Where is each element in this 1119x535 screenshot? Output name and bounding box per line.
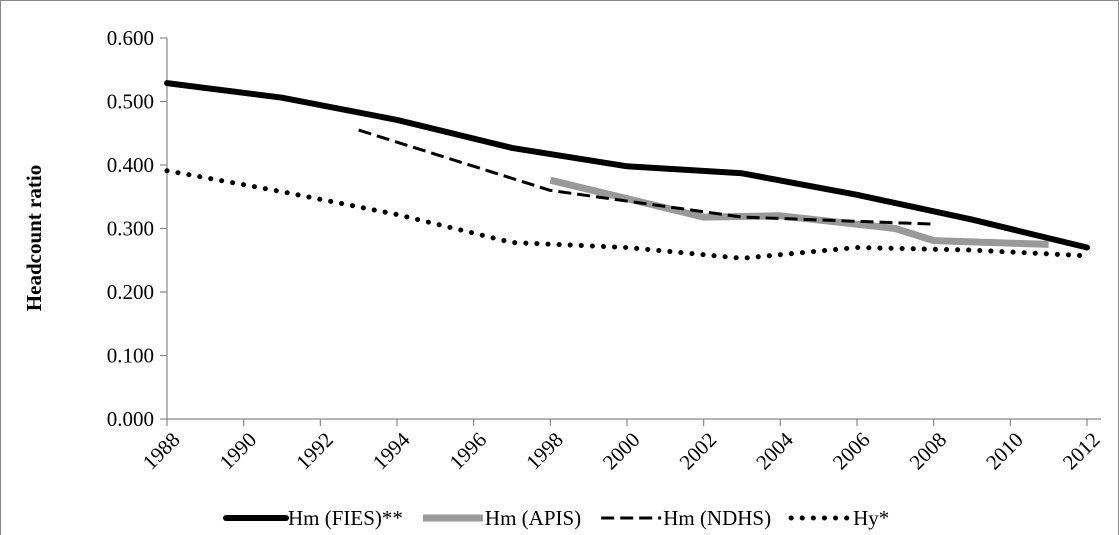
series-line-hm-apis	[549, 176, 1049, 248]
series-line-hm-fies	[164, 80, 1090, 251]
series-line-hm-ndhs	[358, 128, 934, 226]
x-tick-label: 2004	[751, 427, 798, 474]
legend-label: Hy*	[853, 506, 889, 530]
series-line-hy	[164, 168, 1090, 261]
x-tick-label: 1996	[445, 428, 492, 475]
plot-area	[164, 80, 1090, 261]
y-tick-label: 0.600	[107, 26, 154, 50]
y-tick-label: 0.100	[107, 344, 154, 368]
legend-label: Hm (APIS)	[485, 506, 581, 530]
legend-label: Hm (NDHS)	[663, 506, 771, 530]
y-tick-label: 0.400	[107, 153, 154, 177]
y-tick-label: 0.300	[107, 217, 154, 241]
legend: Hm (FIES)** Hm (APIS) Hm (NDHS) Hy*	[223, 506, 889, 530]
y-axis-title: Headcount ratio	[22, 165, 46, 311]
y-tick-label: 0.500	[107, 90, 154, 114]
x-tick-label: 1992	[291, 428, 338, 475]
legend-label: Hm (FIES)**	[288, 506, 403, 530]
x-tick-label: 1990	[215, 428, 262, 475]
x-tick-label: 1994	[368, 427, 415, 474]
x-tick-label: 2008	[905, 428, 952, 475]
x-tick-label: 2000	[598, 428, 645, 475]
x-tick-label: 2006	[828, 428, 875, 475]
x-tick-label: 1998	[521, 428, 568, 475]
x-tick-label: 1988	[138, 428, 185, 475]
x-tick-label: 2010	[981, 428, 1028, 475]
y-tick-label: 0.200	[107, 280, 154, 304]
y-tick-label: 0.000	[107, 407, 154, 431]
x-tick-label: 2002	[675, 428, 722, 475]
x-tick-label: 2012	[1058, 428, 1105, 475]
